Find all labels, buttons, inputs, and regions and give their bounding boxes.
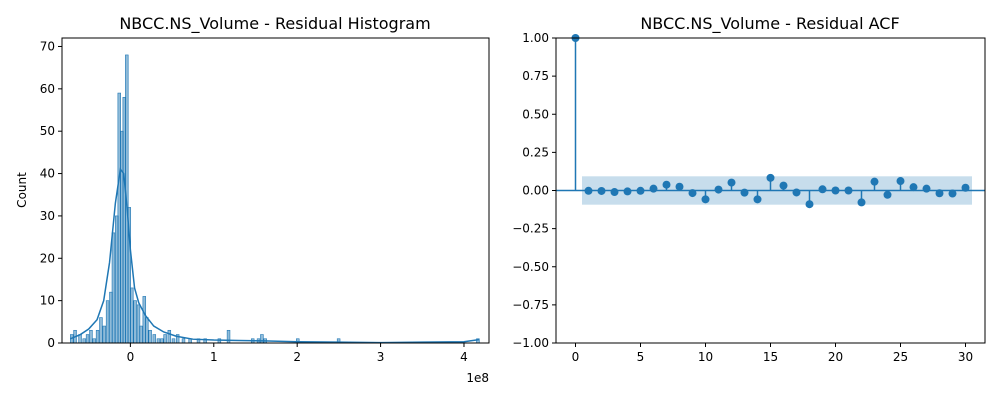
y-tick-label: 1.00	[522, 31, 549, 45]
histogram-x-offset-text: 1e8	[466, 371, 489, 385]
histogram-bar	[89, 329, 93, 344]
histogram-bar	[163, 334, 167, 344]
y-tick-label: 0	[47, 336, 55, 350]
acf-y-ticks: −1.00 −0.75 −0.50 −0.25 0.00 0.25 0.50 0.75 1.00	[512, 31, 556, 350]
y-tick-label: 0.25	[522, 145, 549, 159]
acf-point	[649, 184, 658, 193]
acf-points	[571, 34, 970, 209]
acf-point	[818, 185, 827, 194]
histogram-bar	[102, 325, 106, 344]
histogram-bar	[260, 334, 264, 344]
histogram-bar	[130, 287, 134, 344]
y-tick-label: 30	[40, 209, 55, 223]
y-tick-label: 60	[40, 82, 55, 96]
histogram-bar	[85, 334, 90, 344]
y-tick-label: 10	[40, 294, 55, 308]
y-tick-label: −0.75	[512, 298, 549, 312]
histogram-panel: NBCC.NS_Volume - Residual Histogram 0 1 2 3…	[15, 14, 490, 385]
histogram-bar	[111, 232, 116, 344]
histogram-bar	[95, 329, 100, 344]
x-tick-label: 15	[763, 350, 778, 364]
acf-x-ticks: 0 5 10 15 20 25 30	[572, 343, 973, 364]
acf-point	[597, 186, 606, 195]
histogram-bars	[70, 54, 480, 344]
x-tick-label: 0	[572, 350, 580, 364]
y-tick-label: −1.00	[512, 336, 549, 350]
acf-point	[766, 173, 775, 182]
y-tick-label: 40	[40, 167, 55, 181]
acf-point	[792, 188, 801, 197]
acf-point	[688, 189, 697, 198]
y-tick-label: 70	[40, 39, 55, 53]
acf-point	[922, 184, 931, 193]
acf-point	[948, 189, 957, 198]
x-tick-label: 5	[637, 350, 645, 364]
histogram-bar	[226, 329, 231, 344]
histogram-y-ticks: 0 10 20 30 40 50 60 70	[40, 39, 62, 350]
acf-point	[805, 200, 814, 209]
acf-point	[753, 195, 762, 204]
y-tick-label: 50	[40, 124, 55, 138]
acf-panel: NBCC.NS_Volume - Residual ACF 0 5 10 15 20 25…	[512, 14, 986, 364]
acf-point	[779, 181, 788, 190]
y-tick-label: −0.50	[512, 260, 549, 274]
histogram-x-ticks: 0 1 2 3 4	[127, 343, 468, 364]
histogram-bar	[160, 338, 164, 344]
x-tick-label: 10	[698, 350, 713, 364]
histogram-bar	[82, 338, 86, 344]
acf-point	[909, 183, 918, 192]
histogram-bar	[145, 317, 149, 344]
acf-point	[844, 186, 853, 195]
acf-point	[701, 195, 710, 204]
histogram-bar	[139, 325, 143, 344]
acf-point	[831, 186, 840, 195]
histogram-bar	[148, 329, 152, 344]
acf-point	[740, 188, 749, 197]
histogram-bar	[99, 317, 103, 344]
acf-point	[714, 185, 723, 194]
histogram-axes-frame	[61, 37, 490, 344]
acf-point	[727, 178, 736, 187]
y-tick-label: 0.75	[522, 69, 549, 83]
histogram-bar	[156, 338, 161, 344]
histogram-bar	[181, 338, 186, 344]
acf-point	[883, 190, 892, 199]
acf-point	[662, 180, 671, 189]
y-tick-label: −0.25	[512, 222, 549, 236]
x-tick-label: 2	[293, 350, 301, 364]
acf-point	[623, 187, 632, 196]
acf-point	[610, 188, 619, 197]
x-tick-label: 4	[460, 350, 468, 364]
acf-point	[870, 177, 879, 186]
histogram-bar	[105, 300, 110, 344]
x-tick-label: 1	[210, 350, 218, 364]
acf-point	[584, 186, 593, 195]
y-tick-label: 0.50	[522, 107, 549, 121]
histogram-bar	[92, 338, 96, 344]
x-tick-label: 3	[377, 350, 385, 364]
acf-point	[896, 177, 905, 186]
acf-point	[857, 198, 866, 207]
histogram-title: NBCC.NS_Volume - Residual Histogram	[119, 14, 430, 34]
x-tick-label: 25	[893, 350, 908, 364]
histogram-bar	[152, 334, 157, 344]
x-tick-label: 30	[958, 350, 973, 364]
histogram-bar	[171, 338, 176, 344]
histogram-bar	[167, 329, 172, 344]
acf-title: NBCC.NS_Volume - Residual ACF	[640, 14, 899, 34]
acf-point	[935, 189, 944, 198]
acf-point	[961, 183, 970, 192]
y-tick-label: 0.00	[522, 184, 549, 198]
x-tick-label: 20	[828, 350, 843, 364]
histogram-bar	[133, 300, 137, 344]
x-tick-label: 0	[127, 350, 135, 364]
acf-point	[636, 186, 645, 195]
y-tick-label: 20	[40, 251, 55, 265]
histogram-y-label: Count	[15, 172, 29, 208]
kde-curve	[70, 167, 480, 344]
acf-point	[675, 182, 684, 191]
